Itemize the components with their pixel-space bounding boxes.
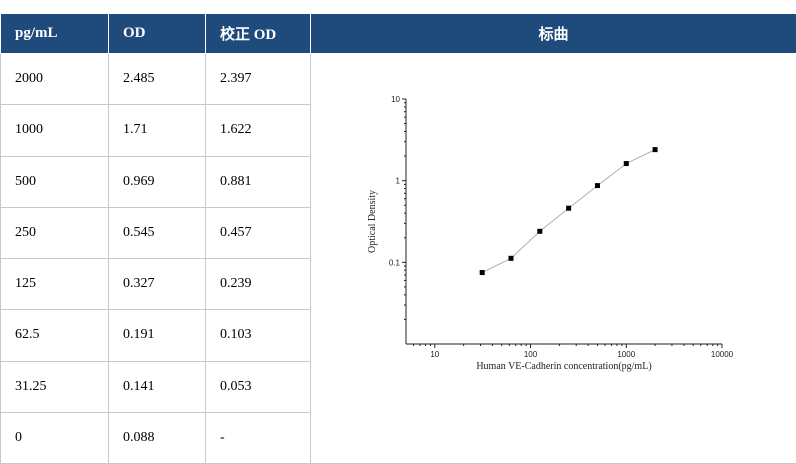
table-cell: 31.25 — [1, 361, 109, 412]
y-tick-label: 10 — [391, 95, 400, 104]
table-cell: 0.457 — [206, 207, 311, 258]
table-cell: 0.141 — [109, 361, 206, 412]
table-cell: 0.545 — [109, 207, 206, 258]
data-point — [624, 161, 629, 166]
x-tick-label: 100 — [524, 350, 538, 359]
table-cell: 2.397 — [206, 54, 311, 105]
y-tick-label: 0.1 — [389, 258, 401, 267]
header-cell: 校正 OD — [206, 14, 311, 54]
header-cell: pg/mL — [1, 14, 109, 54]
table-cell: 0 — [1, 412, 109, 463]
data-point — [480, 270, 485, 275]
data-point — [509, 256, 514, 261]
table-cell: 500 — [1, 156, 109, 207]
table-cell: 0.327 — [109, 259, 206, 310]
table-cell: 0.881 — [206, 156, 311, 207]
data-point — [653, 147, 658, 152]
table-cell: 0.969 — [109, 156, 206, 207]
y-axis-label: Optical Density — [367, 190, 378, 253]
data-point — [595, 183, 600, 188]
chart-cell: 10 100 1000 10000 0.1 1 10 Human VE-Cadherin co… — [311, 54, 796, 464]
table-cell: 0.053 — [206, 361, 311, 412]
table-cell: 1000 — [1, 105, 109, 156]
table-cell: 0.191 — [109, 310, 206, 361]
table-cell: 2000 — [1, 54, 109, 105]
table-cell: 1.622 — [206, 105, 311, 156]
header-cell: OD — [109, 14, 206, 54]
header-cell: 标曲 — [311, 14, 796, 54]
table-cell: 2.485 — [109, 54, 206, 105]
x-axis-label: Human VE-Cadherin concentration(pg/mL) — [476, 361, 651, 372]
y-tick-label: 1 — [396, 177, 401, 186]
table-cell: 250 — [1, 207, 109, 258]
chart: 10 100 1000 10000 0.1 1 10 Human VE-Cadherin co… — [311, 54, 796, 458]
table-cell: 0.088 — [109, 412, 206, 463]
data-point — [566, 206, 571, 211]
x-tick-label: 10000 — [711, 350, 734, 359]
table-cell: 0.103 — [206, 310, 311, 361]
data-point — [537, 229, 542, 234]
x-tick-label: 1000 — [617, 350, 635, 359]
fit-curve — [482, 150, 655, 273]
table-cell: 125 — [1, 259, 109, 310]
table-cell: - — [206, 412, 311, 463]
table-cell: 0.239 — [206, 259, 311, 310]
table-cell: 1.71 — [109, 105, 206, 156]
header-row: pg/mL OD 校正 OD 标曲 — [1, 14, 796, 54]
table-cell: 62.5 — [1, 310, 109, 361]
x-tick-label: 10 — [430, 350, 439, 359]
